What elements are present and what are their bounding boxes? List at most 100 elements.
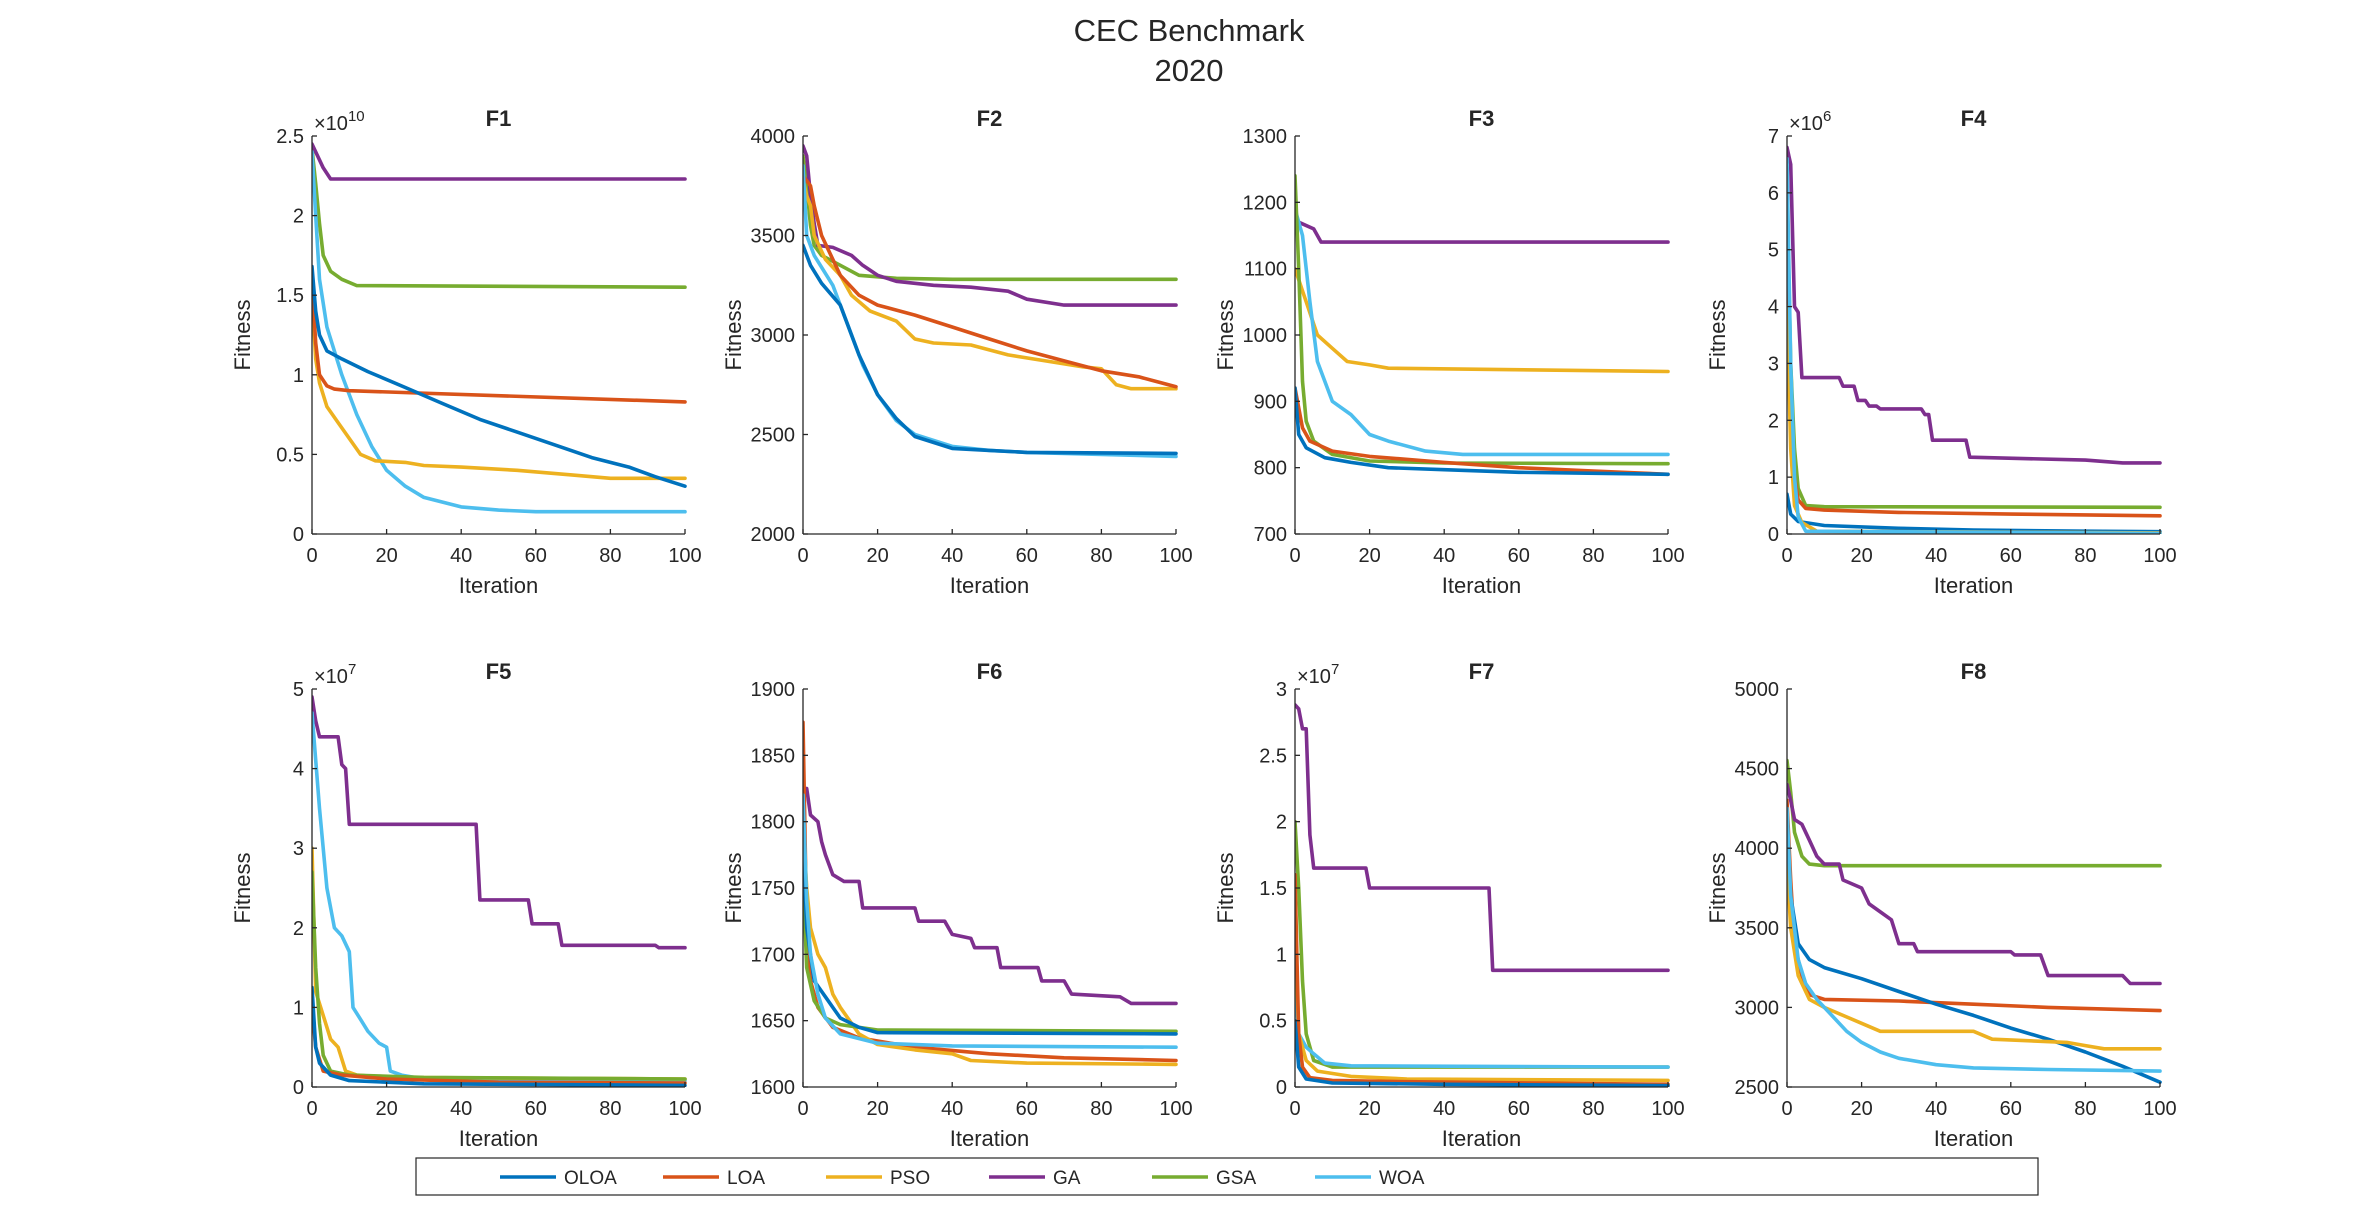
y-tick-label: 1300 bbox=[1243, 126, 1288, 148]
legend-item-gsa: GSA bbox=[1152, 1168, 1256, 1189]
series-line-loa bbox=[1295, 386, 1670, 477]
y-tick-label: 0 bbox=[293, 524, 304, 546]
x-tick-label: 60 bbox=[1016, 545, 1038, 567]
x-tick-label: 60 bbox=[2000, 545, 2022, 567]
x-tick-label: 80 bbox=[2074, 545, 2096, 567]
legend-item-ga: GA bbox=[989, 1168, 1081, 1189]
x-tick-label: 100 bbox=[668, 545, 701, 567]
legend-item-oloa: OLOA bbox=[500, 1168, 617, 1189]
x-tick-label: 40 bbox=[1433, 1098, 1455, 1120]
y-tick-label: 1100 bbox=[1244, 259, 1287, 281]
y-tick-label: 1650 bbox=[751, 1011, 796, 1033]
x-tick-label: 0 bbox=[1289, 1098, 1300, 1120]
series-line-pso bbox=[312, 293, 687, 481]
y-tick-label: 2 bbox=[293, 206, 304, 228]
y-axis-label: Fitness bbox=[1705, 853, 1730, 924]
series-group bbox=[1295, 703, 1670, 1087]
x-tick-label: 80 bbox=[1582, 545, 1604, 567]
series-line-pso bbox=[1295, 925, 1670, 1083]
x-tick-label: 40 bbox=[450, 1098, 472, 1120]
y-tick-label: 1 bbox=[1768, 467, 1779, 489]
subplot-title: F5 bbox=[486, 659, 512, 684]
legend-label: OLOA bbox=[564, 1168, 617, 1189]
y-tick-label: 1.5 bbox=[1259, 878, 1287, 900]
y-tick-label: 1750 bbox=[751, 878, 796, 900]
series-group bbox=[312, 695, 687, 1087]
legend: OLOA LOA PSO GA GSA WOA bbox=[415, 1157, 2039, 1196]
x-axis-label: Iteration bbox=[950, 573, 1030, 598]
x-tick-label: 0 bbox=[797, 1098, 808, 1120]
x-tick-label: 100 bbox=[2143, 1098, 2176, 1120]
subplot-title: F1 bbox=[486, 106, 512, 131]
series-line-pso bbox=[1787, 304, 2162, 534]
x-tick-label: 20 bbox=[1850, 545, 1872, 567]
series-line-loa bbox=[1295, 872, 1670, 1087]
x-tick-label: 60 bbox=[1016, 1098, 1038, 1120]
y-tick-label: 2 bbox=[1768, 410, 1779, 432]
x-axis-label: Iteration bbox=[459, 1126, 539, 1151]
y-tick-label: 3 bbox=[1768, 353, 1779, 375]
y-tick-label: 1900 bbox=[751, 679, 796, 701]
y-tick-label: 0.5 bbox=[276, 444, 304, 466]
series-group bbox=[803, 144, 1178, 459]
y-axis-label: Fitness bbox=[721, 853, 746, 924]
series-line-oloa bbox=[1295, 386, 1670, 477]
y-tick-label: 4500 bbox=[1735, 759, 1780, 781]
x-tick-label: 40 bbox=[1925, 545, 1947, 567]
y-exponent-label: ×1010 bbox=[314, 108, 365, 135]
y-tick-label: 0 bbox=[293, 1077, 304, 1099]
x-tick-label: 80 bbox=[1090, 545, 1112, 567]
y-tick-label: 2500 bbox=[751, 425, 796, 447]
y-tick-label: 4 bbox=[1768, 297, 1779, 319]
x-tick-label: 20 bbox=[866, 1098, 888, 1120]
series-line-oloa bbox=[312, 985, 687, 1087]
x-tick-label: 100 bbox=[1651, 1098, 1684, 1120]
y-tick-label: 3 bbox=[1276, 679, 1287, 701]
y-tick-label: 3500 bbox=[751, 226, 796, 248]
x-tick-label: 60 bbox=[525, 545, 547, 567]
series-line-loa bbox=[803, 174, 1178, 389]
series-line-oloa bbox=[803, 846, 1178, 1036]
y-tick-label: 4 bbox=[293, 759, 304, 781]
x-tick-label: 100 bbox=[1159, 545, 1192, 567]
y-tick-label: 1.5 bbox=[276, 285, 304, 307]
x-tick-label: 60 bbox=[1508, 545, 1530, 567]
series-line-ga bbox=[312, 142, 687, 181]
y-tick-label: 3000 bbox=[1735, 997, 1780, 1019]
y-tick-label: 5 bbox=[1768, 240, 1779, 262]
subplot-title: F8 bbox=[1961, 659, 1987, 684]
y-tick-label: 1 bbox=[1276, 944, 1287, 966]
x-tick-label: 20 bbox=[1358, 1098, 1380, 1120]
series-line-ga bbox=[1787, 145, 2162, 465]
legend-label: GA bbox=[1053, 1168, 1081, 1189]
x-tick-label: 80 bbox=[1090, 1098, 1112, 1120]
subplot-F4: 0 20 40 60 80 100 0 1 2 3 4 5 6 7 ×106 F4 Iteration Fitne… bbox=[1705, 106, 2177, 598]
series-line-loa bbox=[312, 277, 687, 404]
x-tick-label: 80 bbox=[2074, 1098, 2096, 1120]
subplot-F6: 0 20 40 60 80 100 1600 1650 1700 1750 1800 1850 1900… bbox=[721, 659, 1193, 1151]
series-line-gsa bbox=[1295, 174, 1670, 466]
y-tick-label: 2 bbox=[293, 918, 304, 940]
y-axis-label: Fitness bbox=[230, 853, 255, 924]
y-tick-label: 900 bbox=[1254, 391, 1287, 413]
subplot-F1: 0 20 40 60 80 100 0 0.5 1 1.5 2 2.5 ×1010 F1 Iteration… bbox=[230, 106, 702, 598]
series-line-pso bbox=[312, 846, 687, 1081]
y-tick-label: 0.5 bbox=[1259, 1011, 1287, 1033]
subplot-F8: 0 20 40 60 80 100 2500 3000 3500 4000 4500 5000 F8 It… bbox=[1705, 659, 2177, 1151]
series-line-gsa bbox=[312, 870, 687, 1081]
y-tick-label: 5000 bbox=[1735, 679, 1780, 701]
x-tick-label: 20 bbox=[1850, 1098, 1872, 1120]
legend-label: LOA bbox=[727, 1168, 765, 1189]
legend-label: PSO bbox=[890, 1168, 930, 1189]
y-tick-label: 3500 bbox=[1735, 918, 1780, 940]
series-line-oloa bbox=[312, 264, 687, 489]
legend-item-loa: LOA bbox=[663, 1168, 765, 1189]
y-tick-label: 0 bbox=[1768, 524, 1779, 546]
y-tick-label: 5 bbox=[293, 679, 304, 701]
y-exponent-label: ×107 bbox=[1297, 661, 1339, 688]
subplot-title: F3 bbox=[1469, 106, 1495, 131]
x-tick-label: 40 bbox=[941, 545, 963, 567]
y-tick-label: 2000 bbox=[751, 524, 796, 546]
series-line-ga bbox=[1787, 782, 2162, 986]
